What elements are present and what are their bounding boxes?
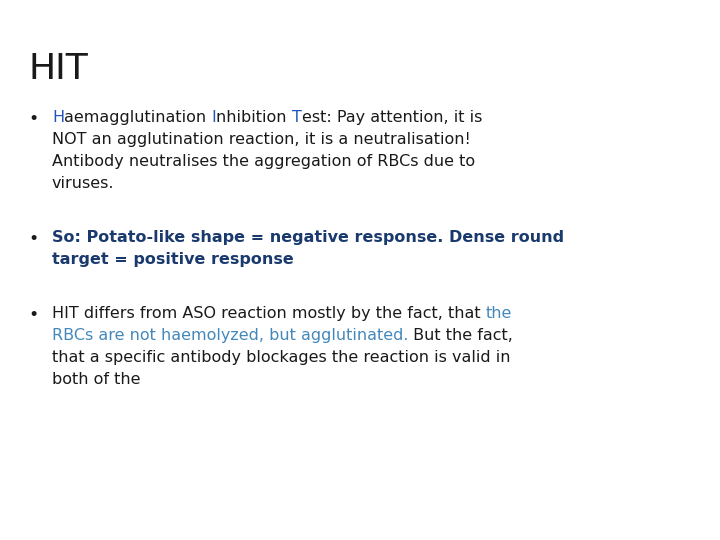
Text: nhibition: nhibition — [216, 110, 292, 125]
Text: H: H — [52, 110, 64, 125]
Text: HIT differs from ASO reaction mostly by the fact, that: HIT differs from ASO reaction mostly by … — [52, 306, 486, 321]
Text: est: Pay attention, it is: est: Pay attention, it is — [302, 110, 482, 125]
Text: But the fact,: But the fact, — [408, 328, 513, 343]
Text: NOT an agglutination reaction, it is a neutralisation!: NOT an agglutination reaction, it is a n… — [52, 132, 471, 147]
Text: that a specific antibody blockages the reaction is valid in: that a specific antibody blockages the r… — [52, 350, 510, 365]
Text: both of the: both of the — [52, 372, 140, 387]
Text: Antibody neutralises the aggregation of RBCs due to: Antibody neutralises the aggregation of … — [52, 154, 475, 169]
Text: •: • — [28, 230, 38, 248]
Text: the: the — [486, 306, 512, 321]
Text: aemagglutination: aemagglutination — [64, 110, 212, 125]
Text: viruses.: viruses. — [52, 176, 114, 191]
Text: •: • — [28, 110, 38, 128]
Text: RBCs are not haemolyzed, but agglutinated.: RBCs are not haemolyzed, but agglutinate… — [52, 328, 408, 343]
Text: HIT: HIT — [28, 52, 88, 86]
Text: I: I — [212, 110, 216, 125]
Text: T: T — [292, 110, 302, 125]
Text: So: Potato-like shape = negative response. Dense round: So: Potato-like shape = negative respons… — [52, 230, 564, 245]
Text: •: • — [28, 306, 38, 324]
Text: target = positive response: target = positive response — [52, 252, 294, 267]
